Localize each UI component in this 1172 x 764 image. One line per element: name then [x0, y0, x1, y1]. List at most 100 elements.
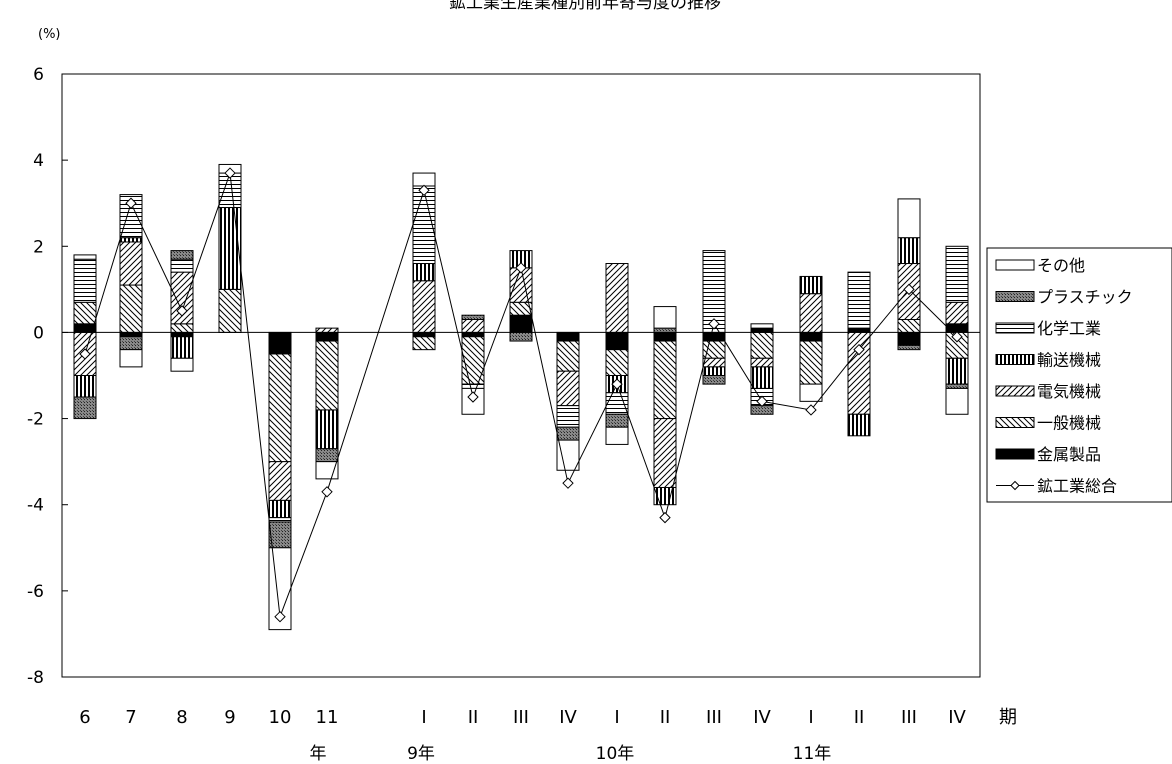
- bar-segment: [412, 331, 436, 338]
- bar-segment: [268, 517, 292, 523]
- bar-segment: [605, 426, 629, 445]
- stacked-bars: [73, 163, 969, 631]
- total-line-marker: [176, 305, 188, 317]
- total-line-series: [79, 167, 963, 623]
- x-tick-label: II: [660, 707, 671, 728]
- period-label: 期: [999, 707, 1017, 728]
- bar-segment: [897, 319, 921, 333]
- bar-segment: [170, 357, 194, 372]
- total-line-marker: [125, 197, 137, 209]
- bar-segment: [605, 263, 629, 333]
- plot-area: [61, 73, 981, 678]
- bar-segment: [847, 413, 871, 437]
- bar-segment: [653, 327, 677, 333]
- bar-segment: [847, 271, 871, 329]
- x-tick-label: II: [854, 707, 865, 728]
- legend-swatch-marker: [1010, 480, 1020, 491]
- bar-segment: [412, 280, 436, 333]
- bar-segment: [315, 327, 339, 333]
- x-tick-label: IV: [948, 707, 966, 728]
- legend-label: 鉱工業総合: [1037, 477, 1117, 496]
- bar-segment: [653, 306, 677, 329]
- total-line-marker: [562, 477, 574, 489]
- bar-segment: [799, 293, 823, 333]
- x-tick-label: I: [614, 707, 619, 728]
- bar-segment: [268, 521, 292, 549]
- legend-label: 電気機械: [1037, 382, 1101, 401]
- y-tick-label: 6: [33, 65, 44, 85]
- year-label: 10年: [596, 744, 635, 764]
- total-line-marker: [224, 167, 236, 179]
- x-tick-label: II: [468, 707, 479, 728]
- bar-segment: [315, 448, 339, 463]
- x-tick-label: III: [513, 707, 529, 728]
- bar-segment: [605, 392, 629, 415]
- bar-segment: [73, 396, 97, 420]
- total-line-marker: [418, 184, 430, 197]
- bar-segment: [315, 340, 339, 411]
- y-tick-label: -2: [27, 410, 44, 430]
- x-tick-label: III: [901, 707, 917, 728]
- bar-segment: [412, 263, 436, 282]
- bar-segment: [799, 275, 823, 295]
- bar-segment: [119, 349, 143, 368]
- total-line-marker: [659, 511, 671, 524]
- y-unit-label: (%): [38, 27, 61, 42]
- bar-segment: [119, 284, 143, 333]
- bar-segment: [268, 331, 292, 355]
- legend-label: 一般機械: [1037, 414, 1101, 433]
- legend-label: その他: [1037, 256, 1085, 275]
- legend-label: 輸送機械: [1037, 351, 1101, 370]
- y-tick-label: -8: [27, 668, 44, 688]
- year-labels: 年 9年 10年 11年: [310, 744, 832, 764]
- bar-segment: [945, 245, 969, 303]
- legend-label: 金属製品: [1037, 445, 1101, 464]
- bar-segment: [945, 301, 969, 325]
- x-tick-label: IV: [559, 707, 577, 728]
- total-line-marker: [467, 391, 479, 403]
- legend-swatch: [995, 354, 1035, 365]
- bar-segment: [119, 336, 143, 351]
- bar-segment: [315, 409, 339, 450]
- bar-segment: [170, 323, 194, 333]
- total-line-marker: [79, 348, 91, 360]
- bar-segment: [119, 194, 143, 239]
- bar-segment: [702, 375, 726, 385]
- total-line-marker: [274, 610, 286, 623]
- y-axis-ticks: 6 4 2 0 -2 -4 -6 -8: [27, 65, 68, 688]
- total-line-marker: [515, 262, 527, 274]
- bar-segment: [945, 387, 969, 415]
- total-line: [84, 172, 958, 617]
- bar-segment: [653, 331, 677, 342]
- y-tick-label: 4: [33, 151, 44, 171]
- bar-segment: [653, 418, 677, 488]
- bar-segment: [799, 331, 823, 342]
- bar-segment: [73, 258, 97, 303]
- bar-segment: [897, 198, 921, 239]
- bar-segment: [461, 383, 485, 389]
- x-tick-label: 8: [176, 707, 187, 728]
- chart-title: 鉱工業生産業種別前年寄与度の推移: [449, 0, 721, 13]
- bar-segment: [315, 331, 339, 342]
- year-label: 11年: [793, 744, 832, 764]
- bar-segment: [170, 331, 194, 338]
- bar-segment: [556, 405, 580, 428]
- bar-segment: [897, 344, 921, 351]
- legend-label: 化学工業: [1037, 319, 1101, 338]
- legend-box: [986, 247, 1172, 503]
- bar-segment: [412, 172, 436, 187]
- bar-segment: [556, 439, 580, 471]
- total-line-marker: [951, 331, 963, 343]
- bar-segment: [461, 314, 485, 321]
- bar-segment: [945, 357, 969, 385]
- bar-segment: [750, 323, 774, 329]
- bar-segment: [556, 426, 580, 441]
- bar-segment: [268, 461, 292, 501]
- legend-swatch: [995, 417, 1035, 428]
- x-tick-label: IV: [753, 707, 771, 728]
- total-line-marker: [756, 395, 768, 408]
- total-line-marker: [708, 318, 720, 330]
- bar-segment: [653, 486, 677, 506]
- bar-segment: [750, 327, 774, 333]
